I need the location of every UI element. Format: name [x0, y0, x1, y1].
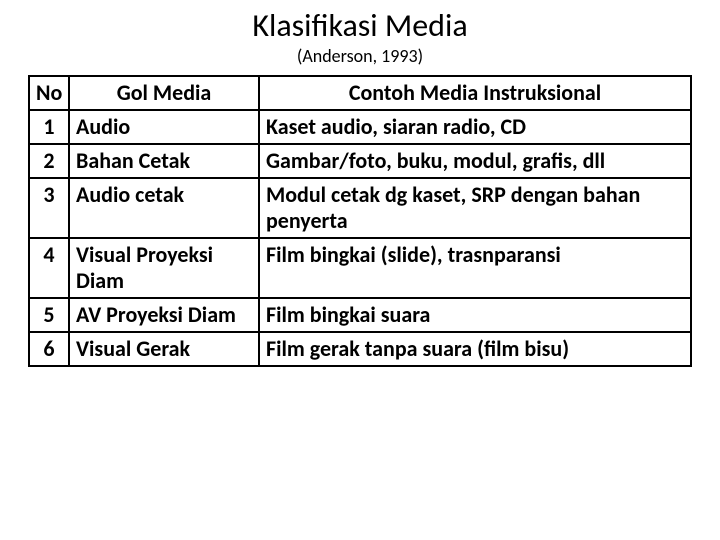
table-row: 4 Visual Proyeksi Diam Film bingkai (sli…: [29, 238, 691, 298]
table-row: 5 AV Proyeksi Diam Film bingkai suara: [29, 298, 691, 332]
cell-no: 2: [29, 144, 69, 178]
table-row: 6 Visual Gerak Film gerak tanpa suara (f…: [29, 332, 691, 366]
table-container: No Gol Media Contoh Media Instruksional …: [0, 67, 720, 367]
cell-no: 6: [29, 332, 69, 366]
slide: Klasifikasi Media (Anderson, 1993) No Go…: [0, 0, 720, 540]
cell-contoh: Gambar/foto, buku, modul, grafis, dll: [259, 144, 691, 178]
cell-contoh: Modul cetak dg kaset, SRP dengan bahan p…: [259, 178, 691, 238]
cell-contoh: Kaset audio, siaran radio, CD: [259, 110, 691, 144]
col-header-contoh: Contoh Media Instruksional: [259, 76, 691, 110]
cell-no: 3: [29, 178, 69, 238]
cell-contoh: Film gerak tanpa suara (film bisu): [259, 332, 691, 366]
table-row: 3 Audio cetak Modul cetak dg kaset, SRP …: [29, 178, 691, 238]
col-header-no: No: [29, 76, 69, 110]
cell-gol: Visual Proyeksi Diam: [69, 238, 259, 298]
col-header-gol: Gol Media: [69, 76, 259, 110]
cell-gol: AV Proyeksi Diam: [69, 298, 259, 332]
cell-gol: Bahan Cetak: [69, 144, 259, 178]
slide-subtitle: (Anderson, 1993): [0, 45, 720, 67]
media-table: No Gol Media Contoh Media Instruksional …: [28, 75, 692, 367]
cell-contoh: Film bingkai suara: [259, 298, 691, 332]
slide-title: Klasifikasi Media: [0, 8, 720, 43]
cell-no: 1: [29, 110, 69, 144]
table-header-row: No Gol Media Contoh Media Instruksional: [29, 76, 691, 110]
cell-gol: Audio cetak: [69, 178, 259, 238]
cell-gol: Visual Gerak: [69, 332, 259, 366]
table-row: 2 Bahan Cetak Gambar/foto, buku, modul, …: [29, 144, 691, 178]
table-row: 1 Audio Kaset audio, siaran radio, CD: [29, 110, 691, 144]
cell-no: 5: [29, 298, 69, 332]
cell-no: 4: [29, 238, 69, 298]
cell-gol: Audio: [69, 110, 259, 144]
cell-contoh: Film bingkai (slide), trasnparansi: [259, 238, 691, 298]
